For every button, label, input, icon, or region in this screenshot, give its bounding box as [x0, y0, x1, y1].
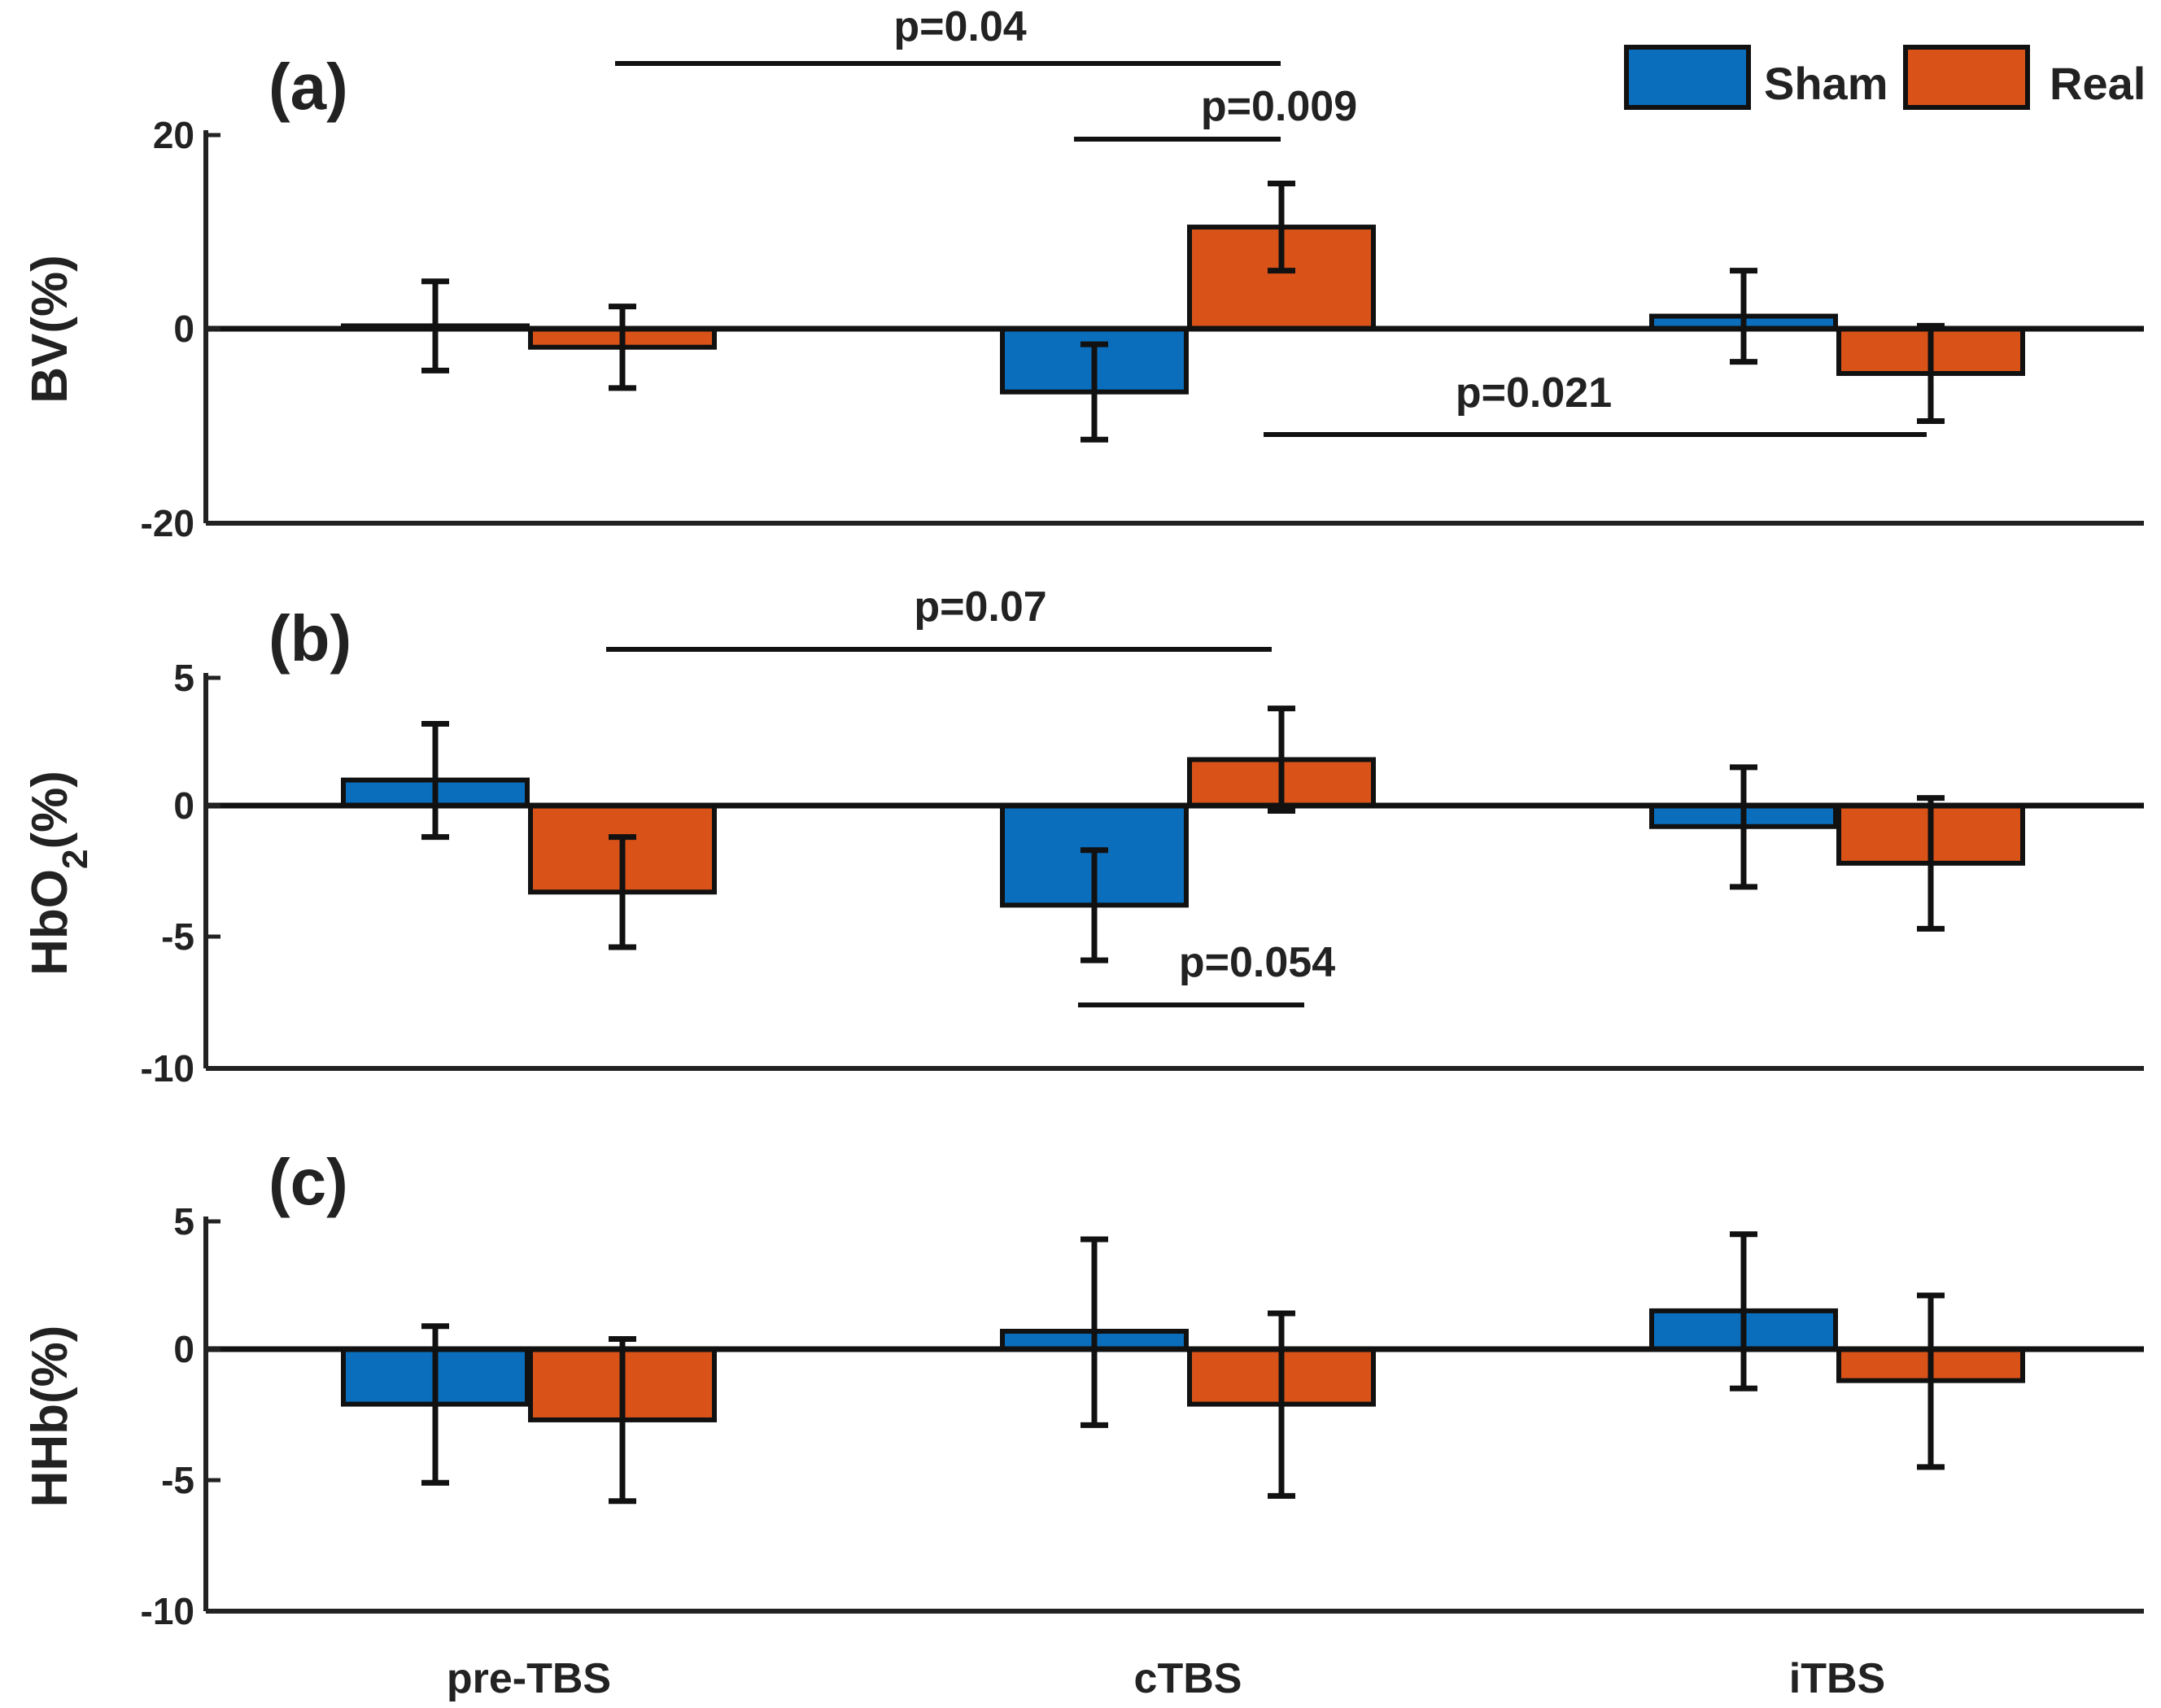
legend-item-real: Real [1903, 45, 2146, 110]
panel-label: (b) [268, 602, 351, 675]
x-category-label: cTBS [1134, 1655, 1242, 1702]
error-bar-sham-ctbs [1080, 341, 1108, 443]
error-bar-sham-pre-tbs [421, 721, 449, 841]
error-bar-real-itbs [1917, 322, 1945, 425]
p-value-label: p=0.054 [1179, 939, 1335, 986]
y-tick-label: -5 [161, 1459, 194, 1501]
significance-annotation: p=0.04 [615, 3, 1281, 66]
significance-annotation: p=0.07 [606, 583, 1272, 652]
y-axis-label: HbO2(%) [22, 771, 95, 976]
y-tick-label: 0 [173, 784, 194, 827]
y-axis-label: BV(%) [22, 255, 78, 404]
error-bar-real-ctbs [1268, 181, 1295, 274]
p-value-label: p=0.04 [893, 3, 1026, 50]
chart-panels: 200-20(a)BV(%)p=0.04p=0.009p=0.02150-5-1… [22, 3, 2144, 1632]
y-tick-label: -10 [141, 1047, 194, 1090]
panel-1: 20 0 -20 (a) BV(%) p=0.04 p=0.009 p=0.021 [22, 3, 2144, 544]
legend: Sham Real [1624, 45, 2146, 110]
error-bar-sham-pre-tbs [421, 1323, 449, 1486]
legend-swatch [1624, 45, 1751, 110]
y-axis-label-sub: 2 [55, 850, 95, 869]
panel-2: 5 0 -5 -10 (b) HbO2(%) p=0.07 p=0.054 [22, 583, 2144, 1090]
y-tick-label: -20 [141, 502, 194, 544]
p-value-label: p=0.021 [1456, 369, 1612, 417]
y-tick-label: 5 [173, 1200, 194, 1243]
y-tick-label: 0 [173, 308, 194, 350]
x-category-label: pre-TBS [447, 1655, 611, 1702]
error-bar-real-itbs [1917, 795, 1945, 932]
error-bar-real-pre-tbs [609, 834, 636, 950]
x-category-label: iTBS [1789, 1655, 1885, 1702]
y-axis-label-unit: (%) [22, 771, 78, 849]
error-bar-sham-itbs [1730, 268, 1757, 365]
error-bar-sham-itbs [1730, 1231, 1757, 1391]
legend-label: Real [2050, 58, 2146, 109]
x-axis-categories: pre-TBS cTBS iTBS [447, 1655, 1885, 1702]
legend-item-sham: Sham [1624, 45, 1888, 110]
error-bar-real-pre-tbs [609, 1335, 636, 1505]
p-value-label: p=0.07 [914, 583, 1046, 631]
error-bar-sham-ctbs [1080, 1236, 1108, 1428]
significance-annotation: p=0.021 [1264, 369, 1927, 437]
legend-label: Sham [1764, 58, 1888, 109]
legend-swatch [1903, 45, 2030, 110]
panel-3: 5 0 -5 -10 (c) HHb(%) [22, 1146, 2144, 1632]
y-tick-label: 20 [153, 114, 194, 156]
panel-label: (a) [268, 50, 348, 123]
significance-annotation: p=0.009 [1074, 83, 1357, 142]
p-value-label: p=0.009 [1201, 83, 1357, 130]
error-bar-real-ctbs [1268, 1310, 1295, 1499]
error-bar-real-itbs [1917, 1292, 1945, 1470]
y-tick-label: 5 [173, 657, 194, 699]
y-tick-label: 0 [173, 1328, 194, 1370]
panel-label: (c) [268, 1146, 348, 1218]
significance-annotation: p=0.054 [1078, 939, 1335, 1007]
error-bar-sham-itbs [1730, 764, 1757, 890]
y-axis-label: HHb(%) [22, 1326, 78, 1508]
error-bar-sham-ctbs [1080, 847, 1108, 963]
error-bar-real-pre-tbs [609, 304, 636, 391]
y-tick-label: -10 [141, 1590, 194, 1632]
error-bar-real-ctbs [1268, 705, 1295, 814]
y-tick-label: -5 [161, 915, 194, 958]
y-axis-label-main: HbO [22, 869, 78, 976]
